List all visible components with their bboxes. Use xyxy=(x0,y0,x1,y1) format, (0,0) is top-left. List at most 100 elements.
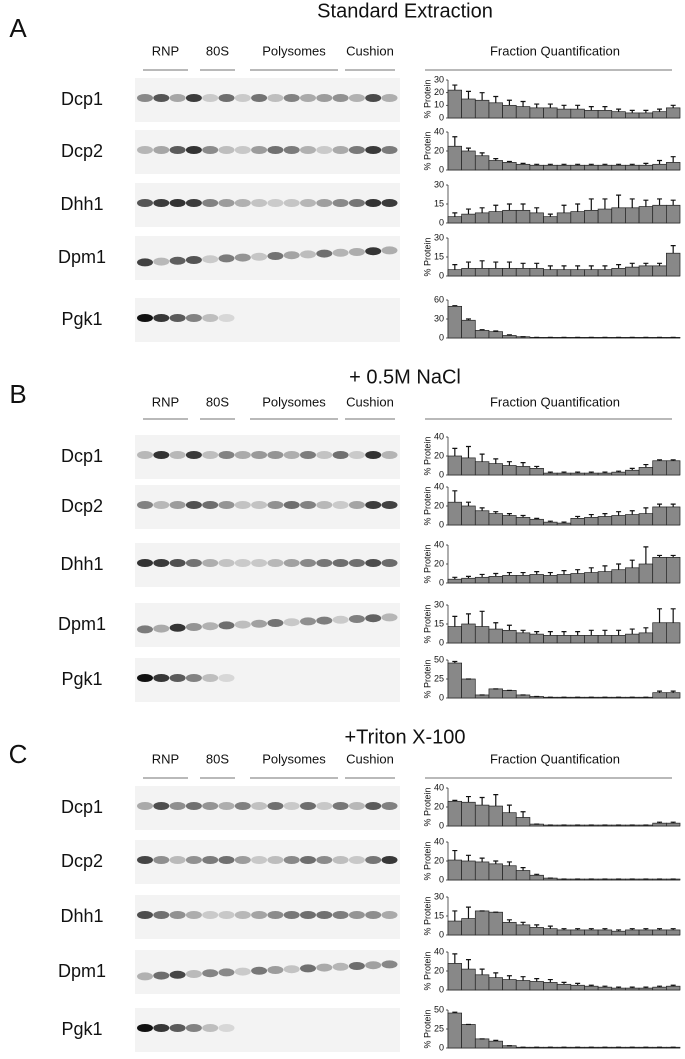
error-bar xyxy=(520,629,526,633)
blot-band xyxy=(332,802,349,810)
bar xyxy=(447,662,462,699)
y-tick-label: 20 xyxy=(434,801,444,811)
blot-band xyxy=(202,969,219,978)
y-tick-label: 30 xyxy=(434,232,444,242)
bar xyxy=(488,160,503,171)
blot-band xyxy=(348,199,365,207)
fraction-header: Polysomes xyxy=(262,43,326,58)
error-bar xyxy=(506,99,512,106)
blot-band xyxy=(332,146,349,154)
error-bar xyxy=(465,613,471,624)
bar xyxy=(597,208,613,224)
blot-band xyxy=(381,501,398,509)
error-bar xyxy=(534,465,540,469)
bar xyxy=(502,335,517,339)
bar xyxy=(461,1024,476,1049)
blot-band xyxy=(169,501,186,509)
blot-band xyxy=(185,256,202,264)
blot-band xyxy=(300,146,316,154)
error-bar xyxy=(657,690,663,693)
bar xyxy=(447,626,462,644)
blot-band xyxy=(218,314,235,322)
error-bar xyxy=(465,906,471,919)
bar xyxy=(461,968,476,991)
bar xyxy=(570,472,585,476)
bar xyxy=(474,576,490,584)
error-bar xyxy=(657,821,663,824)
bar xyxy=(502,268,517,277)
blot-band xyxy=(169,623,186,632)
bar xyxy=(666,692,681,699)
blot xyxy=(135,78,400,122)
bar xyxy=(502,575,517,584)
error-bar xyxy=(602,985,608,988)
error-bar xyxy=(534,207,540,213)
blot-band xyxy=(332,962,349,971)
blot xyxy=(135,435,400,479)
error-bar xyxy=(657,198,663,206)
blot-band xyxy=(137,199,153,207)
blot-band xyxy=(283,856,300,864)
blot-band xyxy=(332,911,349,919)
protein-label: Dcp2 xyxy=(61,496,103,516)
blot-band xyxy=(169,94,186,102)
error-bar xyxy=(493,95,499,103)
blot-band xyxy=(218,674,235,682)
bar xyxy=(502,515,517,526)
bar xyxy=(488,628,503,644)
bar xyxy=(584,269,599,277)
blot-band xyxy=(169,314,186,322)
bar xyxy=(515,106,531,119)
error-bar xyxy=(657,503,663,507)
blot-band xyxy=(234,94,251,102)
y-tick-label: 40 xyxy=(434,539,444,549)
error-bar xyxy=(643,507,649,514)
bar xyxy=(597,986,613,991)
bar xyxy=(447,800,462,827)
blot-band xyxy=(300,911,316,919)
bar xyxy=(502,465,517,476)
error-bar xyxy=(465,445,471,458)
y-tick-label: 0 xyxy=(439,820,444,830)
bar xyxy=(625,112,640,119)
bar xyxy=(625,207,640,224)
error-bar xyxy=(602,565,608,572)
bar xyxy=(461,457,476,476)
error-bar xyxy=(534,103,540,108)
error-bar xyxy=(479,610,485,627)
bar xyxy=(515,575,531,584)
error-bar xyxy=(602,106,608,111)
blot-band xyxy=(348,451,365,459)
error-bar xyxy=(602,629,608,636)
error-bar xyxy=(616,470,622,473)
error-bar xyxy=(629,163,635,166)
blot-band xyxy=(365,146,382,154)
bar xyxy=(515,924,531,936)
blot-band xyxy=(251,94,268,102)
bar xyxy=(529,107,544,119)
bar xyxy=(597,635,613,644)
bar xyxy=(474,910,490,936)
blot-band xyxy=(251,451,268,459)
blot-band xyxy=(332,248,349,257)
bar xyxy=(447,305,462,339)
blot-band xyxy=(218,451,235,459)
bar xyxy=(447,501,462,526)
fraction-header: Polysomes xyxy=(262,394,326,409)
blot-band xyxy=(283,146,300,154)
bar xyxy=(666,556,681,584)
blot-band xyxy=(234,967,251,976)
error-bar xyxy=(465,90,471,99)
blot-band xyxy=(218,146,235,154)
y-axis-label: % Protein xyxy=(422,1009,432,1048)
blot-band xyxy=(185,199,202,207)
blot xyxy=(135,895,400,939)
bar xyxy=(652,204,667,224)
blot-band xyxy=(381,246,398,255)
blot-band xyxy=(202,314,219,322)
blot-band xyxy=(381,911,398,919)
y-tick-label: 0 xyxy=(439,217,444,227)
blot-band xyxy=(137,314,153,322)
fraction-header: Cushion xyxy=(346,394,394,409)
panel-title: Standard Extraction xyxy=(317,0,493,22)
